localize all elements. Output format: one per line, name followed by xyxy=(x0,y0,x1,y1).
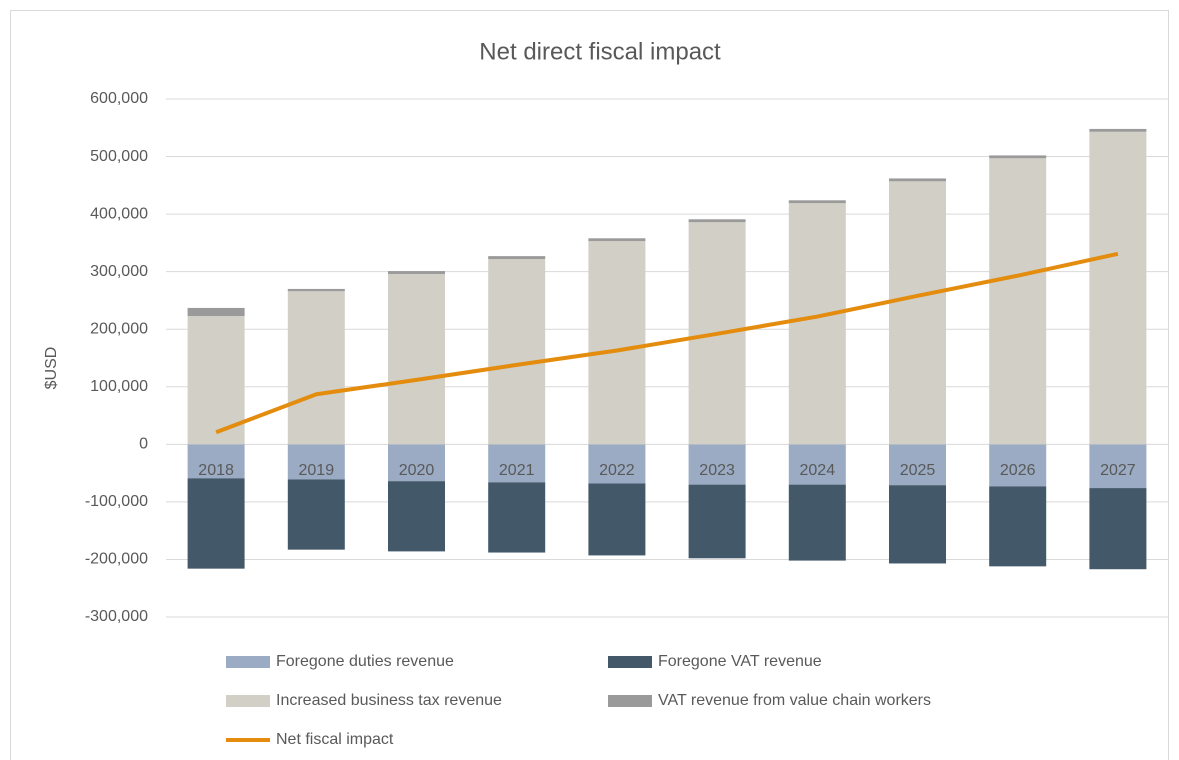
bar-segment xyxy=(989,155,1047,159)
x-tick-label: 2027 xyxy=(1100,462,1136,479)
bar-segment xyxy=(488,444,546,483)
bar-segment xyxy=(588,444,646,484)
x-tick-label: 2019 xyxy=(299,462,335,479)
bar-segment xyxy=(488,256,546,260)
bar-segment xyxy=(187,307,245,316)
bar-segment xyxy=(287,444,345,480)
y-tick-label: -200,000 xyxy=(85,551,148,568)
bar-segment xyxy=(788,484,846,561)
bar-segment xyxy=(588,483,646,556)
bar-segment xyxy=(989,158,1047,445)
bar-segment xyxy=(588,238,646,242)
bar-segment xyxy=(287,288,345,292)
bar-segment xyxy=(187,444,245,479)
bar-segment xyxy=(287,479,345,550)
bar-segment xyxy=(1089,488,1147,570)
bar-segment xyxy=(889,178,946,182)
bar-segment xyxy=(488,482,546,553)
bar-segment xyxy=(388,273,445,445)
y-tick-label: 500,000 xyxy=(90,148,148,165)
x-tick-label: 2023 xyxy=(699,462,735,479)
y-tick-label: -300,000 xyxy=(85,608,148,625)
legend-swatch xyxy=(608,695,652,707)
legend-swatch xyxy=(226,695,270,707)
legend-swatch xyxy=(608,656,652,668)
bar-segment xyxy=(989,486,1047,567)
bar-segment xyxy=(1089,128,1147,132)
legend-label: Increased business tax revenue xyxy=(276,692,502,709)
y-tick-label: 200,000 xyxy=(90,320,148,337)
bar-segment xyxy=(688,219,746,223)
bar-segment xyxy=(1089,444,1147,489)
x-tick-label: 2025 xyxy=(900,462,936,479)
bar-segment xyxy=(889,444,946,486)
x-tick-label: 2026 xyxy=(1000,462,1036,479)
bar-segment xyxy=(388,271,445,274)
y-axis-label: $USD xyxy=(43,347,60,390)
legend-label: Foregone duties revenue xyxy=(276,653,454,670)
bar-segment xyxy=(488,259,546,445)
bar-segment xyxy=(1089,131,1147,445)
bar-segment xyxy=(788,200,846,204)
y-tick-label: 400,000 xyxy=(90,205,148,222)
chart-title: Net direct fiscal impact xyxy=(479,38,721,65)
bar-segment xyxy=(287,291,345,445)
x-tick-label: 2024 xyxy=(800,462,836,479)
bar-segment xyxy=(788,203,846,445)
x-tick-label: 2018 xyxy=(198,462,234,479)
bar-segment xyxy=(388,444,445,482)
legend-swatch xyxy=(226,656,270,668)
y-tick-label: 0 xyxy=(139,436,148,453)
bar-segment xyxy=(388,481,445,552)
legend-label: Foregone VAT revenue xyxy=(658,653,822,670)
bar-segment xyxy=(889,181,946,445)
x-tick-label: 2021 xyxy=(499,462,535,479)
legend-label: VAT revenue from value chain workers xyxy=(658,692,931,709)
bar-segment xyxy=(688,484,746,559)
y-tick-label: 100,000 xyxy=(90,378,148,395)
x-tick-label: 2022 xyxy=(599,462,635,479)
legend-label: Net fiscal impact xyxy=(276,731,394,748)
y-tick-label: 300,000 xyxy=(90,263,148,280)
bar-segment xyxy=(889,485,946,564)
bar-segment xyxy=(788,444,846,485)
x-tick-label: 2020 xyxy=(399,462,435,479)
y-tick-label: -100,000 xyxy=(85,493,148,510)
line-series xyxy=(215,251,1119,435)
bar-segment xyxy=(187,478,245,569)
y-tick-label: 600,000 xyxy=(90,90,148,107)
bar-segment xyxy=(588,241,646,445)
bar-segment xyxy=(688,444,746,485)
bar-segment xyxy=(989,444,1047,487)
